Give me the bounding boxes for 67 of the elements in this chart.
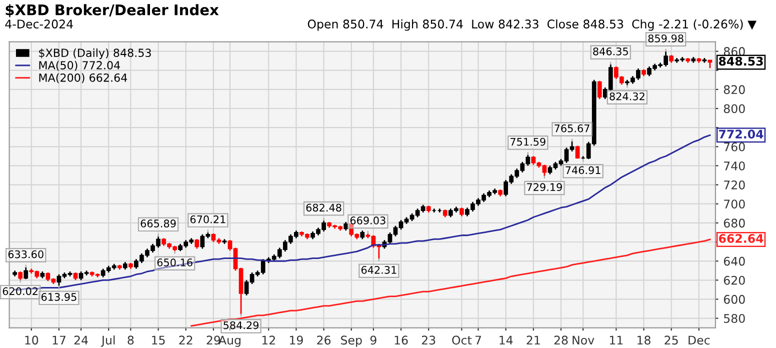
- annotation: 669.03: [350, 216, 386, 224]
- data-label: 772.04: [719, 130, 764, 139]
- x-tick-label: 15: [152, 336, 165, 345]
- x-tick-label: 12: [262, 336, 275, 344]
- x-tick-label: 8: [128, 336, 134, 345]
- x-tick-label: 18: [638, 336, 650, 345]
- x-tick-label: 22: [179, 336, 192, 344]
- chart-title: $XBD Broker/Dealer Index: [6, 4, 219, 18]
- annotation: 665.89: [140, 220, 176, 228]
- legend-label: MA(200) 662.64: [39, 73, 128, 84]
- annotation: 824.32: [610, 92, 644, 100]
- y-tick-label: 640: [724, 256, 745, 266]
- annotation: 613.95: [41, 293, 76, 301]
- x-tick-label: 7: [475, 336, 481, 344]
- y-tick-label: 800: [724, 104, 745, 114]
- candlestick: [24, 266, 28, 280]
- annotation: 584.29: [224, 321, 259, 330]
- x-tick-label: 21: [526, 336, 540, 344]
- chart-subtitle: 4-Dec-2024: [5, 20, 73, 28]
- legend-label: MA(50) 772.04: [39, 60, 120, 71]
- annotation: 859.98: [648, 34, 684, 42]
- x-tick-label: Sep: [341, 336, 362, 347]
- annotation: 682.48: [306, 204, 342, 212]
- x-tick-label: 26: [317, 336, 331, 345]
- data-label: 662.64: [718, 234, 764, 243]
- y-tick-label: 700: [724, 200, 745, 209]
- candlestick: [194, 238, 200, 250]
- x-tick-label: 25: [664, 336, 678, 345]
- candlestick: [597, 80, 602, 100]
- text: Open 850.74 High 850.74 Low 842.33 Close 848.53 Chg -2.21 (-0.26%) ▼: [308, 19, 757, 31]
- x-tick-label: 9: [370, 336, 376, 345]
- x-tick-label: 28: [554, 336, 568, 345]
- x-tick-label: 29: [206, 336, 220, 345]
- x-tick-label: 11: [610, 336, 623, 344]
- annotation: 746.91: [566, 166, 600, 174]
- x-tick-label: Oct: [452, 336, 472, 345]
- candlestick: [575, 145, 580, 160]
- x-tick-label: 10: [25, 336, 38, 345]
- x-tick-label: 14: [500, 336, 513, 344]
- text: 848.53: [718, 56, 763, 66]
- x-tick-label: Aug: [218, 336, 240, 347]
- y-tick-label: 820: [724, 85, 745, 94]
- annotation: 620.02: [2, 287, 38, 296]
- annotation: 642.31: [361, 266, 396, 274]
- annotation: 765.67: [554, 124, 590, 132]
- x-tick-label: Dec: [688, 336, 710, 345]
- annotation: 729.19: [527, 183, 562, 192]
- annotation: 670.21: [190, 215, 226, 224]
- x-tick-label: 19: [290, 336, 303, 345]
- x-tick-label: 23: [422, 336, 436, 345]
- y-tick-label: 600: [724, 294, 745, 304]
- x-tick-label: 17: [52, 336, 66, 344]
- x-tick-label: 16: [394, 336, 408, 345]
- annotation: 846.35: [593, 47, 628, 56]
- y-tick-label: 580: [724, 314, 745, 323]
- x-tick-label: Nov: [572, 336, 594, 345]
- annotation: 650.16: [157, 258, 192, 266]
- annotation: 751.59: [510, 138, 546, 146]
- y-tick-label: 740: [724, 161, 745, 170]
- y-tick-label: 720: [724, 180, 745, 190]
- annotation: 633.60: [8, 250, 44, 258]
- y-tick-label: 680: [724, 218, 745, 228]
- y-tick-label: 620: [724, 276, 745, 285]
- legend-label: $XBD (Daily) 848.53: [39, 48, 151, 60]
- x-tick-label: 24: [74, 336, 88, 344]
- y-tick-label: 760: [724, 142, 745, 152]
- x-tick-label: Jul: [100, 335, 115, 347]
